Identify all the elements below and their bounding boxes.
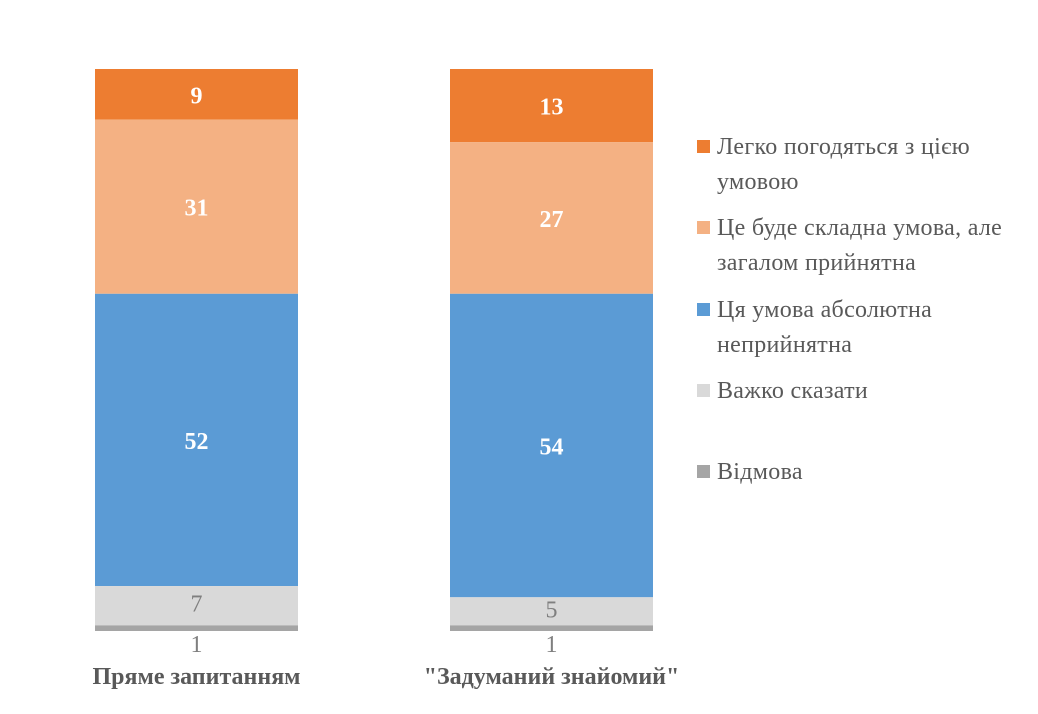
legend-item-refusal: Відмова [697, 455, 803, 490]
bar-segment [95, 625, 298, 631]
bar-segment [95, 119, 298, 294]
legend-label: Легко погодяться з цією умовою [717, 134, 970, 195]
data-label: 52 [185, 429, 209, 455]
legend-marker [697, 221, 710, 234]
legend-marker [697, 384, 710, 397]
bar-segment [95, 69, 298, 120]
legend-item-unacceptable: Ця умова абсолютна неприйнятна [697, 293, 997, 363]
data-label: 1 [191, 632, 203, 658]
category-label: "Задуманий знайомий" [424, 664, 680, 690]
legend-marker [697, 140, 710, 153]
legend-item-difficult: Це буде складна умова, але загалом прийн… [697, 211, 1017, 281]
bar-segment [450, 142, 653, 294]
bar-segment [95, 293, 298, 587]
data-label: 5 [546, 597, 558, 623]
bar-segment [95, 586, 298, 626]
category-label: Пряме запитанням [92, 664, 300, 690]
legend-marker [697, 303, 710, 316]
legend-marker [697, 465, 710, 478]
data-label: 9 [191, 83, 203, 109]
data-label: 13 [540, 95, 564, 121]
data-label: 7 [191, 592, 203, 618]
data-label: 1 [546, 632, 558, 658]
legend-label: Це буде складна умова, але загалом прийн… [717, 215, 1003, 276]
bar-segment [450, 625, 653, 631]
legend-label: Ця умова абсолютна неприйнятна [717, 297, 933, 358]
legend-label: Відмова [717, 459, 803, 485]
bar-segment [450, 293, 653, 598]
legend-label: Важко сказати [717, 378, 869, 404]
legend-item-easy: Легко погодяться з цією умовою [697, 130, 1037, 200]
bar-segment [450, 597, 653, 626]
data-label: 31 [185, 196, 209, 222]
bar-segment [450, 69, 653, 143]
legend-item-hard-to-say: Важко сказати [697, 374, 868, 409]
data-label: 27 [540, 207, 564, 233]
data-label: 54 [540, 435, 564, 461]
